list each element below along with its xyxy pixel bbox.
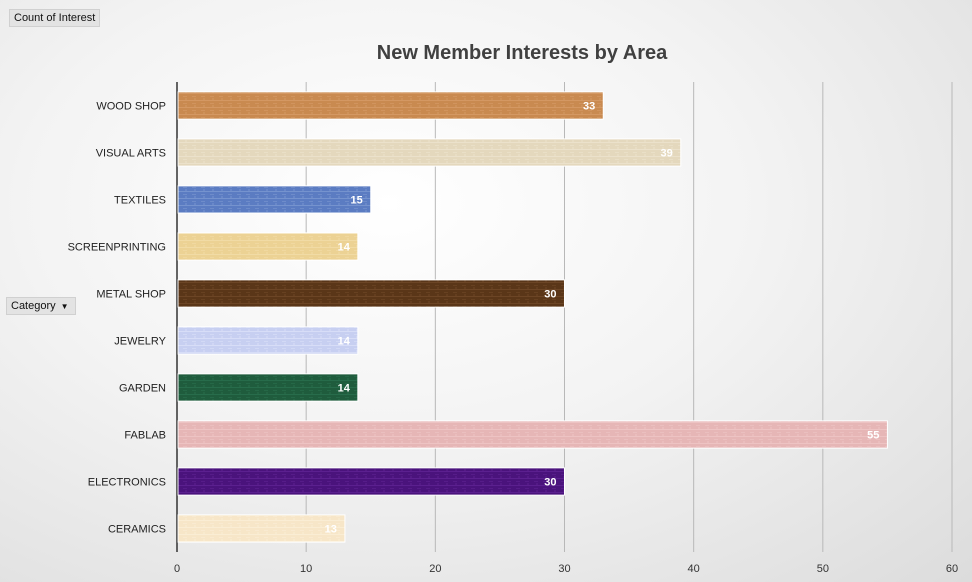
- bar[interactable]: [177, 185, 372, 214]
- data-label: 30: [544, 289, 556, 301]
- category-field-button[interactable]: Category ▼: [6, 297, 76, 315]
- data-label: 13: [325, 524, 337, 536]
- data-label: 39: [661, 148, 673, 160]
- category-label: SCREENPRINTING: [68, 242, 166, 254]
- x-tick-label: 60: [946, 563, 958, 575]
- category-label: CERAMICS: [108, 524, 166, 536]
- data-label: 55: [867, 430, 879, 442]
- bar[interactable]: [177, 232, 359, 261]
- x-tick-label: 50: [817, 563, 829, 575]
- category-label: WOOD SHOP: [96, 101, 166, 113]
- data-label: 33: [583, 101, 595, 113]
- chevron-down-icon[interactable]: ▼: [60, 302, 69, 311]
- bar[interactable]: [177, 91, 604, 120]
- bar[interactable]: [177, 326, 359, 355]
- category-label: METAL SHOP: [96, 289, 166, 301]
- data-label: 14: [338, 336, 351, 348]
- category-label: VISUAL ARTS: [96, 148, 166, 160]
- category-field-label: Category: [11, 300, 56, 312]
- chart-title: New Member Interests by Area: [377, 42, 668, 64]
- x-tick-label: 20: [429, 563, 441, 575]
- data-label: 30: [544, 477, 556, 489]
- x-tick-label: 10: [300, 563, 312, 575]
- category-label: JEWELRY: [114, 336, 166, 348]
- bar[interactable]: [177, 373, 359, 402]
- x-tick-label: 30: [558, 563, 570, 575]
- data-label: 14: [338, 242, 351, 254]
- bar[interactable]: [177, 467, 565, 496]
- x-tick-label: 0: [174, 563, 180, 575]
- bar[interactable]: [177, 514, 346, 543]
- bar[interactable]: [177, 138, 682, 167]
- category-label: GARDEN: [119, 383, 166, 395]
- category-label: ELECTRONICS: [88, 477, 166, 489]
- data-label: 15: [351, 195, 363, 207]
- bar[interactable]: [177, 279, 565, 308]
- values-field-button[interactable]: Count of Interest: [9, 9, 101, 27]
- x-tick-label: 40: [688, 563, 700, 575]
- data-label: 14: [338, 383, 351, 395]
- bar[interactable]: [177, 420, 888, 449]
- category-label: FABLAB: [124, 430, 166, 442]
- category-label: TEXTILES: [114, 195, 166, 207]
